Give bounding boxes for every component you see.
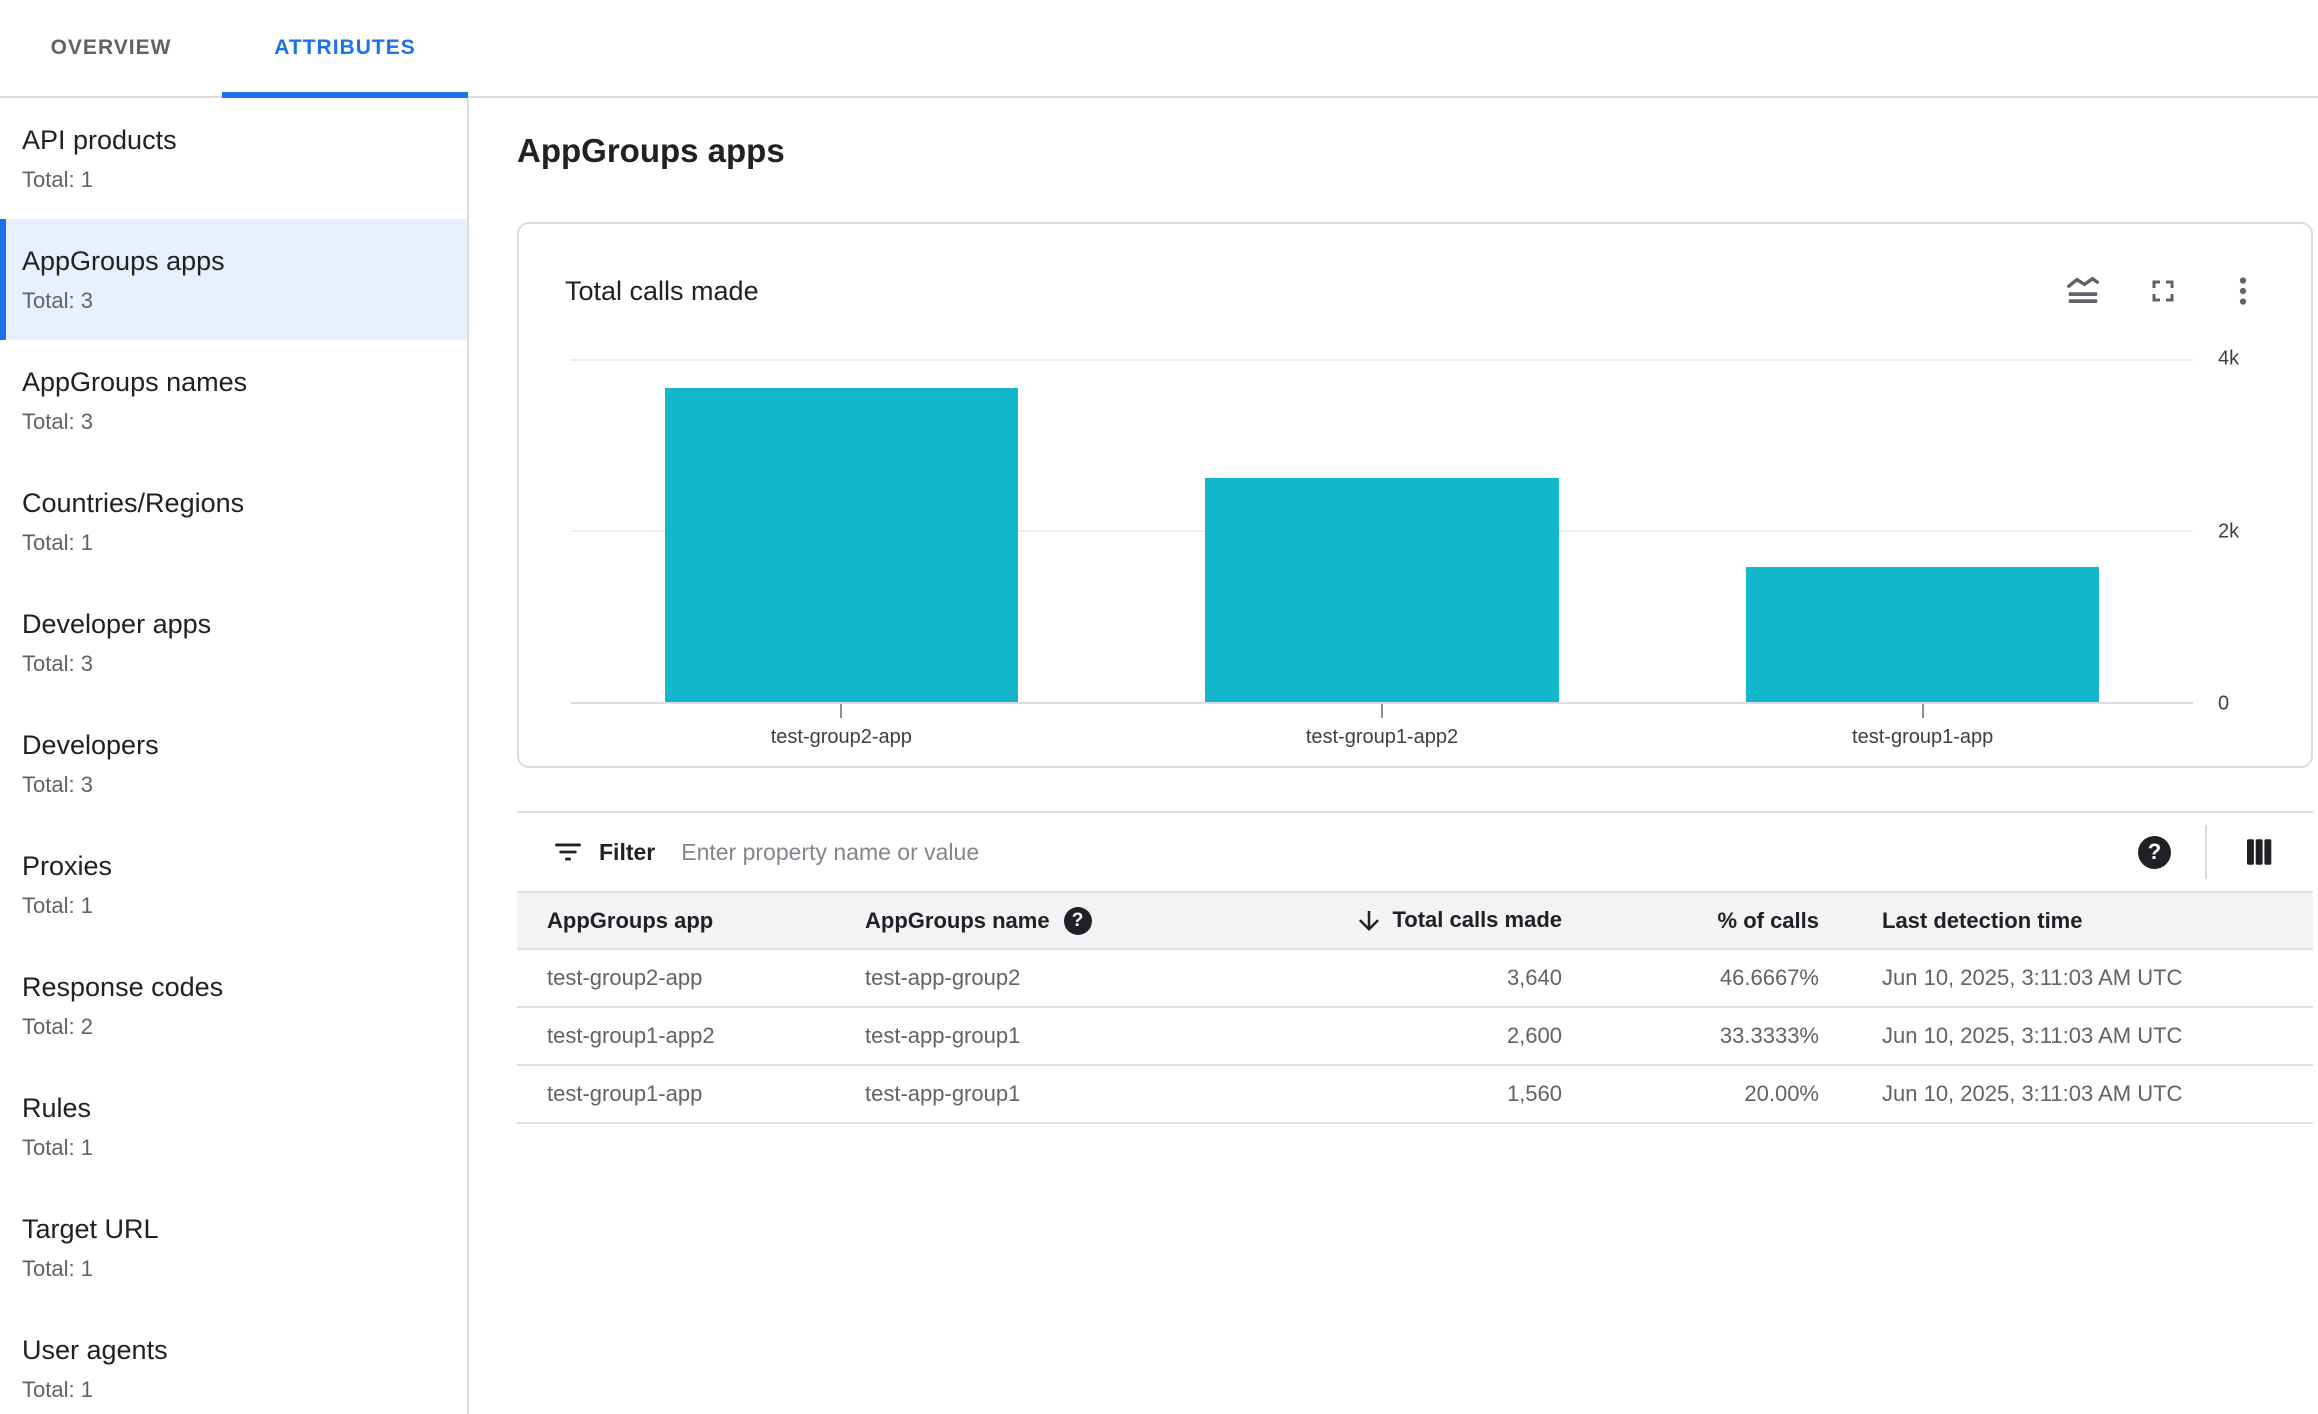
x-axis-label: test-group2-app (770, 726, 912, 748)
chart-card: Total calls made (517, 222, 2313, 768)
chart-type-icon[interactable] (2065, 273, 2101, 309)
sidebar-item-label: Developers (22, 730, 159, 760)
table-cell: Jun 10, 2025, 3:11:03 AM UTC (1882, 965, 2183, 990)
attribute-table-section: Filter ? AppGroups app (517, 811, 2313, 1124)
table-cell: test-group1-app (547, 1081, 703, 1106)
sidebar-item-total: Total: 1 (22, 1135, 93, 1160)
bar-test-group1-app2[interactable] (1205, 477, 1559, 702)
table-cell: Jun 10, 2025, 3:11:03 AM UTC (1882, 1023, 2183, 1048)
column-header-total-calls[interactable]: Total calls made (1285, 892, 1573, 949)
x-axis-line (571, 702, 2193, 704)
page-title: AppGroups apps (517, 132, 785, 169)
sidebar-item-target-url[interactable]: Target URL Total: 1 (0, 1187, 467, 1308)
table-cell: test-app-group1 (865, 1081, 1021, 1106)
table-cell: test-group1-app2 (547, 1023, 715, 1048)
sidebar-item-label: API products (22, 125, 177, 155)
sidebar-item-total: Total: 3 (22, 409, 93, 434)
x-axis-label: test-group1-app2 (1305, 726, 1459, 748)
table-cell: 2,600 (1506, 1023, 1562, 1048)
table-cell: test-app-group2 (865, 965, 1021, 990)
sidebar-item-label: AppGroups apps (22, 246, 225, 276)
y-axis-label: 0 (2218, 692, 2230, 715)
attributes-sidebar: API products Total: 1 AppGroups apps Total:… (0, 98, 469, 1414)
sidebar-item-total: Total: 1 (22, 1377, 93, 1402)
main-panel: AppGroups apps Total calls made (469, 98, 2318, 1414)
tab-attributes[interactable]: ATTRIBUTES (222, 0, 468, 98)
sidebar-item-appgroups-names[interactable]: AppGroups names Total: 3 (0, 340, 467, 461)
bar-test-group1-app[interactable] (1745, 567, 2100, 702)
sidebar-item-total: Total: 1 (22, 530, 93, 555)
tab-overview[interactable]: OVERVIEW (0, 0, 222, 96)
sidebar-item-total: Total: 2 (22, 1014, 93, 1039)
sidebar-item-user-agents[interactable]: User agents Total: 1 (0, 1308, 467, 1414)
sidebar-item-label: Proxies (22, 851, 113, 881)
table-header-row: AppGroups app AppGroups name ? Total cal… (517, 892, 2313, 949)
filter-icon (555, 843, 581, 861)
table-cell: 3,640 (1506, 965, 1562, 990)
y-axis-label: 4k (2218, 347, 2240, 370)
sidebar-item-total: Total: 3 (22, 651, 93, 676)
sidebar-item-developers[interactable]: Developers Total: 3 (0, 703, 467, 824)
sort-desc-icon (1354, 906, 1392, 931)
column-header-percent-calls[interactable]: % of calls (1717, 907, 1819, 933)
bar-chart: test-group2-app test-group1-app2 test-grou… (571, 348, 2239, 748)
tab-bar: OVERVIEW ATTRIBUTES (0, 0, 2318, 98)
table-cell: test-group2-app (547, 965, 703, 990)
x-axis-tick (840, 704, 843, 718)
table-row: test-group1-app2 test-app-group1 2,600 33.3… (517, 1007, 2313, 1065)
sidebar-item-total: Total: 1 (22, 893, 93, 918)
table-cell: 20.00% (1744, 1081, 1819, 1106)
sidebar-item-label: Countries/Regions (22, 488, 245, 518)
tab-overview-label: OVERVIEW (50, 36, 172, 59)
x-axis-tick (1921, 704, 1924, 718)
filter-input[interactable] (681, 838, 2138, 866)
sidebar-item-appgroups-apps[interactable]: AppGroups apps Total: 3 (0, 219, 467, 340)
column-header-appgroups-name[interactable]: AppGroups name ? (865, 892, 1285, 949)
columns-icon[interactable] (2241, 834, 2277, 870)
y-axis-label: 2k (2218, 520, 2240, 542)
fullscreen-icon[interactable] (2145, 273, 2181, 309)
filter-bar: Filter ? (517, 813, 2313, 891)
sidebar-item-total: Total: 1 (22, 167, 93, 192)
sidebar-item-rules[interactable]: Rules Total: 1 (0, 1066, 467, 1187)
sidebar-item-total: Total: 1 (22, 1256, 93, 1281)
sidebar-item-total: Total: 3 (22, 772, 93, 797)
table-cell: Jun 10, 2025, 3:11:03 AM UTC (1882, 1081, 2183, 1106)
more-options-icon[interactable] (2225, 273, 2261, 309)
filter-label: Filter (599, 838, 656, 865)
sidebar-item-developer-apps[interactable]: Developer apps Total: 3 (0, 582, 467, 703)
sidebar-item-countries-regions[interactable]: Countries/Regions Total: 1 (0, 461, 467, 582)
table-row: test-group1-app test-app-group1 1,560 20.00… (517, 1065, 2313, 1123)
column-header-appgroups-app[interactable]: AppGroups app (547, 907, 714, 933)
sidebar-item-api-products[interactable]: API products Total: 1 (0, 98, 467, 219)
sidebar-item-label: Target URL (22, 1214, 159, 1244)
bar-test-group2-app[interactable] (664, 388, 1018, 702)
gridline-4k (571, 359, 2193, 361)
sidebar-item-label: AppGroups names (22, 367, 248, 397)
sidebar-item-response-codes[interactable]: Response codes Total: 2 (0, 945, 467, 1066)
sidebar-item-label: Response codes (22, 972, 224, 1002)
table-row: test-group2-app test-app-group2 3,640 46.66… (517, 949, 2313, 1007)
sidebar-item-label: User agents (22, 1335, 168, 1365)
filter-help-icon[interactable]: ? (2138, 835, 2171, 869)
sidebar-item-label: Developer apps (22, 609, 212, 639)
x-axis-tick (1381, 704, 1383, 718)
sidebar-item-total: Total: 3 (22, 288, 93, 313)
divider (2205, 825, 2207, 879)
column-help-icon[interactable]: ? (1063, 906, 1092, 935)
table-cell: test-app-group1 (865, 1023, 1021, 1048)
table-cell: 46.6667% (1719, 965, 1819, 990)
sidebar-item-proxies[interactable]: Proxies Total: 1 (0, 824, 467, 945)
tab-attributes-label: ATTRIBUTES (274, 36, 416, 59)
sidebar-item-label: Rules (22, 1093, 92, 1123)
column-header-last-detection[interactable]: Last detection time (1882, 907, 2083, 933)
table-cell: 1,560 (1506, 1081, 1562, 1106)
table-cell: 33.3333% (1719, 1023, 1819, 1048)
chart-title: Total calls made (565, 276, 759, 306)
attributes-table: AppGroups app AppGroups name ? Total cal… (517, 891, 2313, 1124)
x-axis-label: test-group1-app (1852, 726, 1994, 748)
